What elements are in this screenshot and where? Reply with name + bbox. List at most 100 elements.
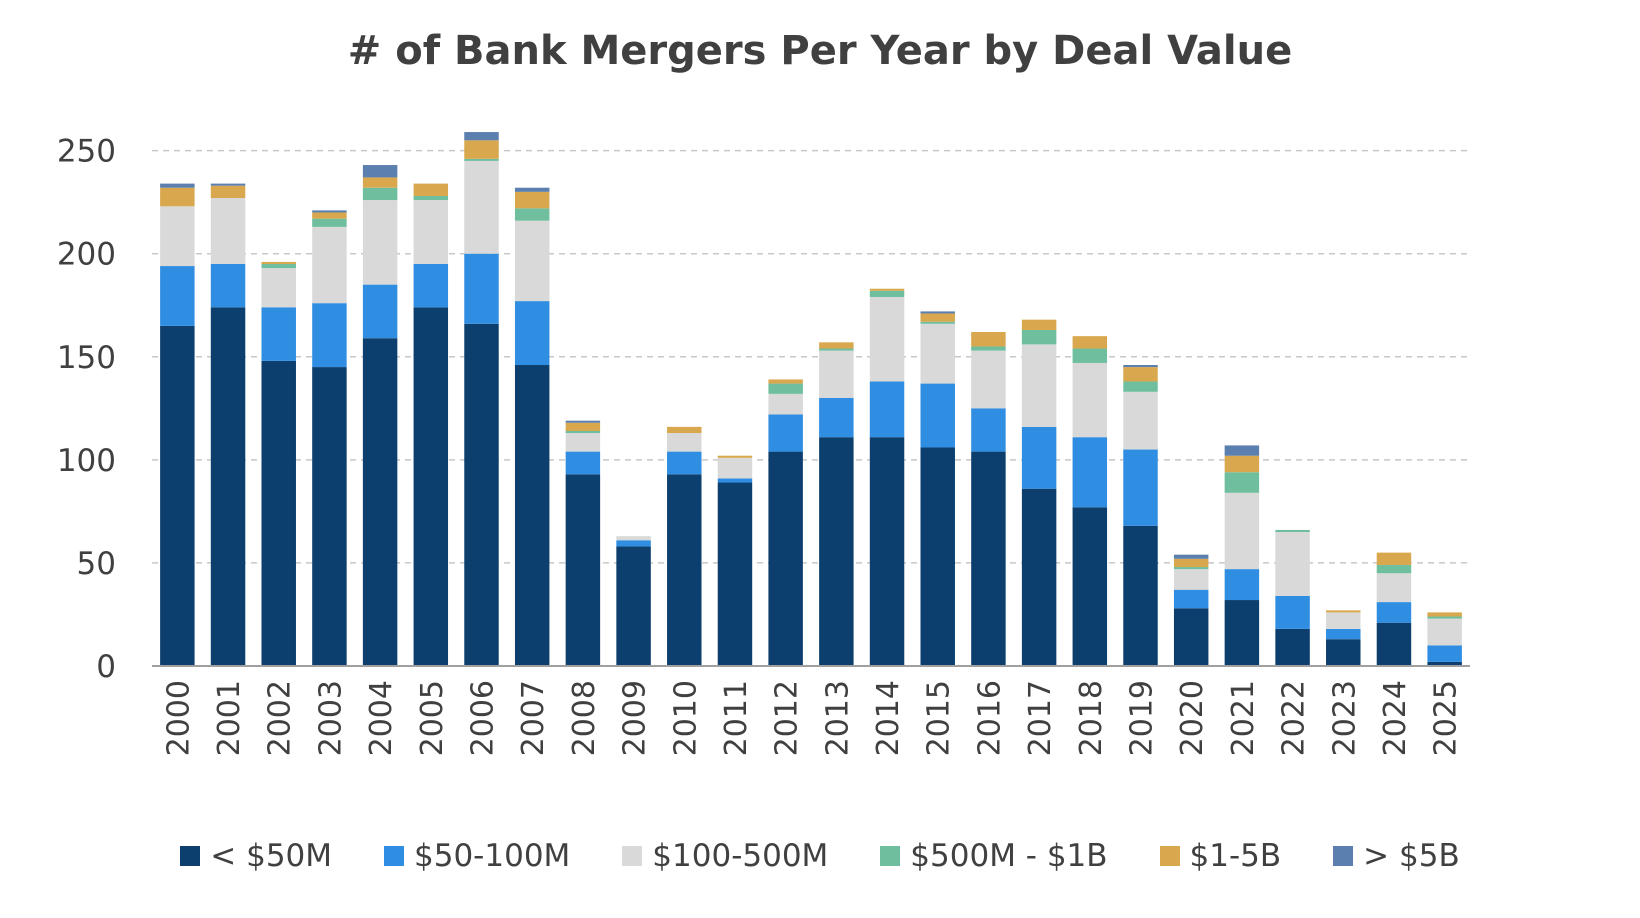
bar-segment-2007-s0	[514, 365, 550, 666]
bar-segment-2018-s2	[1072, 362, 1108, 438]
bar-segment-2001-s0	[210, 307, 246, 666]
bar-segment-2025-s1	[1427, 645, 1462, 662]
legend-item: < $50M	[180, 838, 332, 874]
bar-segment-2015-s3	[920, 321, 955, 324]
bar-segment-2006-s0	[464, 323, 499, 666]
bar-segment-2006-s3	[464, 158, 499, 161]
bar-segment-2011-s1	[717, 478, 753, 483]
bar-segment-2014-s0	[869, 437, 905, 666]
bar-segment-2011-s0	[717, 482, 753, 666]
bar-segment-2008-s1	[565, 451, 601, 475]
x-tick-label: 2005	[415, 680, 450, 756]
bar-segment-2014-s4	[869, 288, 905, 291]
bar-segment-2020-s0	[1173, 608, 1209, 666]
bar-segment-2017-s2	[1021, 344, 1057, 427]
y-tick-label: 50	[77, 546, 116, 582]
bar-segment-2005-s3	[413, 195, 449, 201]
bar-segment-2007-s5	[514, 187, 550, 192]
bar-segment-2020-s1	[1173, 589, 1209, 609]
bar-segment-2012-s4	[768, 379, 803, 384]
legend-swatch	[880, 846, 901, 866]
legend-item: > $5B	[1333, 838, 1460, 874]
bar-segment-2009-s2	[616, 536, 651, 541]
bar-segment-2004-s0	[362, 338, 398, 666]
bar-segment-2014-s1	[869, 381, 905, 438]
bar-segment-2000-s0	[160, 325, 195, 666]
bar-segment-2010-s4	[667, 426, 702, 434]
y-tick-label: 200	[57, 237, 116, 273]
x-tick-label: 2008	[567, 680, 602, 756]
legend-item: $50-100M	[384, 838, 570, 874]
bar-segment-2019-s0	[1123, 525, 1158, 666]
bar-segment-2025-s2	[1427, 618, 1462, 646]
bar-segment-2000-s1	[160, 266, 195, 326]
bar-segment-2023-s0	[1326, 639, 1361, 666]
bar-segment-2000-s4	[160, 187, 195, 207]
bar-segment-2024-s4	[1376, 552, 1412, 565]
bar-segment-2019-s5	[1123, 365, 1158, 368]
bar-segment-2002-s0	[261, 360, 296, 666]
bar-segment-2024-s0	[1376, 622, 1412, 666]
bar-segment-2024-s3	[1376, 564, 1412, 574]
bar-segment-2013-s4	[819, 342, 854, 349]
bar-segment-2002-s1	[261, 307, 296, 361]
legend-swatch	[384, 846, 405, 866]
bar-segment-2018-s3	[1072, 348, 1108, 363]
bar-segment-2020-s3	[1173, 567, 1209, 570]
bar-segment-2022-s2	[1275, 532, 1310, 596]
bar-segment-2008-s4	[565, 422, 601, 431]
x-tick-label: 2016	[972, 680, 1007, 756]
bar-segment-2006-s5	[464, 132, 499, 141]
bar-segment-2007-s4	[514, 191, 550, 209]
bar-segment-2008-s5	[565, 420, 601, 423]
x-tick-label: 2011	[719, 680, 754, 756]
x-tick-label: 2009	[618, 680, 653, 756]
bar-segment-2006-s4	[464, 140, 499, 159]
x-tick-label: 2021	[1226, 680, 1261, 756]
x-tick-label: 2022	[1277, 680, 1312, 756]
bar-segment-2010-s1	[667, 451, 702, 475]
bar-segment-2025-s0	[1427, 661, 1462, 666]
bar-segment-2004-s3	[362, 187, 398, 201]
bar-segment-2013-s1	[819, 398, 854, 438]
x-tick-label: 2018	[1074, 680, 1109, 756]
bar-segment-2017-s1	[1021, 426, 1057, 489]
bar-segment-2002-s3	[261, 264, 296, 269]
x-tick-label: 2000	[161, 680, 196, 756]
legend-swatch	[180, 846, 201, 866]
bar-segment-2017-s0	[1021, 488, 1057, 666]
x-tick-label: 2004	[364, 680, 399, 756]
bar-segment-2015-s1	[920, 383, 955, 448]
bar-segment-2019-s3	[1123, 381, 1158, 392]
bar-segment-2009-s0	[616, 546, 651, 666]
bar-segment-2013-s2	[819, 350, 854, 398]
bar-segment-2008-s0	[565, 474, 601, 666]
bar-segment-2014-s3	[869, 290, 905, 297]
bar-segment-2015-s2	[920, 323, 955, 384]
bar-segment-2001-s5	[210, 183, 246, 186]
bar-segment-2004-s4	[362, 177, 398, 188]
bar-segment-2000-s2	[160, 206, 195, 267]
bar-segment-2004-s1	[362, 284, 398, 339]
bar-segment-2008-s2	[565, 433, 601, 452]
bar-segment-2012-s1	[768, 414, 803, 452]
legend-item: $500M - $1B	[880, 838, 1108, 874]
bar-segment-2005-s1	[413, 264, 449, 308]
x-tick-label: 2014	[871, 680, 906, 756]
legend-swatch	[1333, 846, 1354, 866]
chart-legend: < $50M $50-100M $100-500M $500M - $1B $1-5B >…	[0, 838, 1640, 874]
y-tick-label: 0	[96, 649, 116, 685]
bar-segment-2015-s4	[920, 313, 955, 322]
x-tick-label: 2019	[1125, 680, 1160, 756]
bar-segment-2007-s2	[514, 220, 550, 302]
x-tick-label: 2015	[922, 680, 957, 756]
bar-segment-2015-s5	[920, 311, 955, 314]
bar-segment-2016-s2	[971, 350, 1006, 409]
legend-label: $50-100M	[414, 838, 571, 874]
legend-label: $100-500M	[652, 838, 829, 874]
bar-segment-2018-s1	[1072, 437, 1108, 508]
x-tick-label: 2010	[668, 680, 703, 756]
bar-segment-2022-s1	[1275, 595, 1310, 629]
